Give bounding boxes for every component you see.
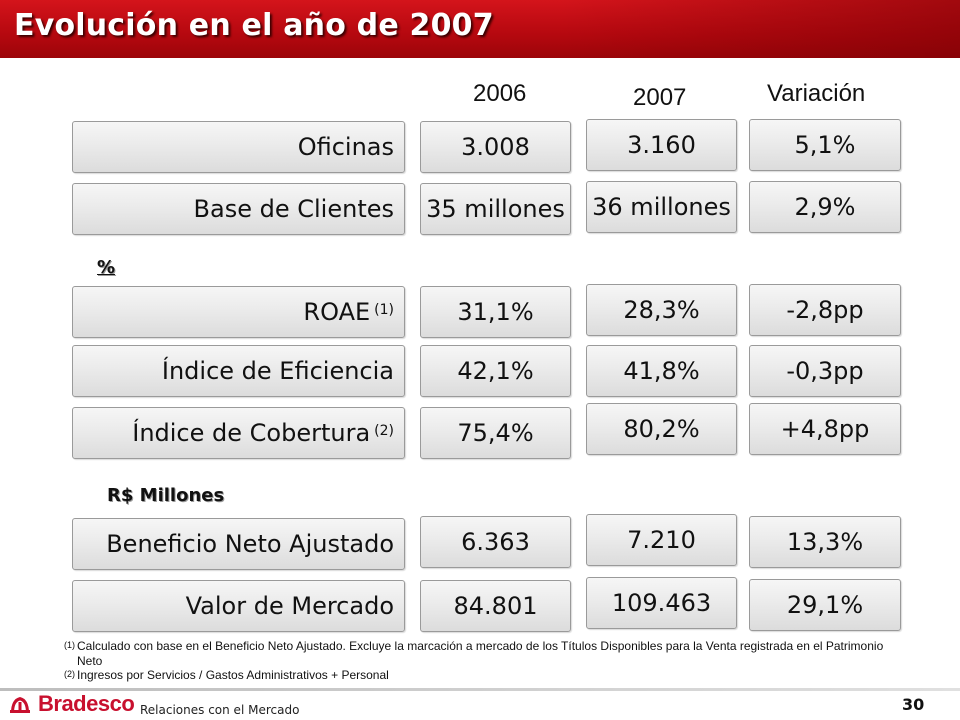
value-2006-beneficio-neto-ajustado: 6.363 <box>420 516 571 568</box>
footnote-mark: (1) <box>374 302 394 318</box>
footnote-1: (1) Calculado con base en el Beneficio N… <box>64 639 914 669</box>
row-label-text: ROAE <box>303 298 371 326</box>
value-2006-valor-de-mercado: 84.801 <box>420 580 571 632</box>
variation-beneficio-neto-ajustado: 13,3% <box>749 516 901 568</box>
footer: Bradesco Relaciones con el Mercado 30 <box>0 691 960 720</box>
value-2007-valor-de-mercado: 109.463 <box>586 577 737 629</box>
footnote-2-text: Ingresos por Servicios / Gastos Administ… <box>77 668 389 682</box>
row-label-text: Oficinas <box>297 133 394 161</box>
row-label-text: Índice de Eficiencia <box>161 357 394 385</box>
value-2006-indice-de-eficiencia: 42,1% <box>420 345 571 397</box>
value-2006-roae: 31,1% <box>420 286 571 338</box>
variation-roae: -2,8pp <box>749 284 901 336</box>
row-label-valor-de-mercado: Valor de Mercado <box>72 580 405 632</box>
value-2007-indice-de-eficiencia: 41,8% <box>586 345 737 397</box>
footnote-2-mark: (2) <box>64 669 75 679</box>
value-2007-roae: 28,3% <box>586 284 737 336</box>
value-2006-indice-de-cobertura: 75,4% <box>420 407 571 459</box>
row-label-roae: ROAE (1) <box>72 286 405 338</box>
variation-indice-de-eficiencia: -0,3pp <box>749 345 901 397</box>
row-label-text: Valor de Mercado <box>185 592 394 620</box>
title-bar: Evolución en el año de 2007 <box>0 0 960 58</box>
row-label-beneficio-neto-ajustado: Beneficio Neto Ajustado <box>72 518 405 570</box>
value-2007-base-de-clientes: 36 millones <box>586 181 737 233</box>
footnote-2: (2) Ingresos por Servicios / Gastos Admi… <box>64 668 914 684</box>
footer-divider <box>0 688 960 691</box>
row-label-base-de-clientes: Base de Clientes <box>72 183 405 235</box>
variation-oficinas: 5,1% <box>749 119 901 171</box>
page-title: Evolución en el año de 2007 <box>14 8 494 43</box>
row-label-text: Beneficio Neto Ajustado <box>106 530 394 558</box>
bradesco-logo-icon <box>10 697 30 713</box>
footnote-1-mark: (1) <box>64 640 75 650</box>
value-2006-oficinas: 3.008 <box>420 121 571 173</box>
row-label-indice-de-eficiencia: Índice de Eficiencia <box>72 345 405 397</box>
value-2006-base-de-clientes: 35 millones <box>420 183 571 235</box>
variation-indice-de-cobertura: +4,8pp <box>749 403 901 455</box>
title-bar-shade <box>560 0 960 58</box>
variation-base-de-clientes: 2,9% <box>749 181 901 233</box>
section-millions-label: R$ Millones <box>107 485 225 506</box>
brand-name: Bradesco <box>38 691 135 716</box>
page-number: 30 <box>902 695 925 714</box>
department-label: Relaciones con el Mercado <box>140 703 300 717</box>
value-2007-oficinas: 3.160 <box>586 119 737 171</box>
row-label-text: Índice de Cobertura <box>132 419 371 447</box>
value-2007-indice-de-cobertura: 80,2% <box>586 403 737 455</box>
footnote-1-text: Calculado con base en el Beneficio Neto … <box>77 639 884 668</box>
value-2007-beneficio-neto-ajustado: 7.210 <box>586 514 737 566</box>
row-label-text: Base de Clientes <box>193 195 394 223</box>
column-header-variation: Variación <box>767 80 866 107</box>
section-percent-label: % <box>97 257 116 278</box>
column-header-2006: 2006 <box>473 80 527 107</box>
footnote-mark: (2) <box>374 423 394 439</box>
row-label-oficinas: Oficinas <box>72 121 405 173</box>
row-label-indice-de-cobertura: Índice de Cobertura (2) <box>72 407 405 459</box>
variation-valor-de-mercado: 29,1% <box>749 579 901 631</box>
column-header-2007: 2007 <box>633 84 687 111</box>
